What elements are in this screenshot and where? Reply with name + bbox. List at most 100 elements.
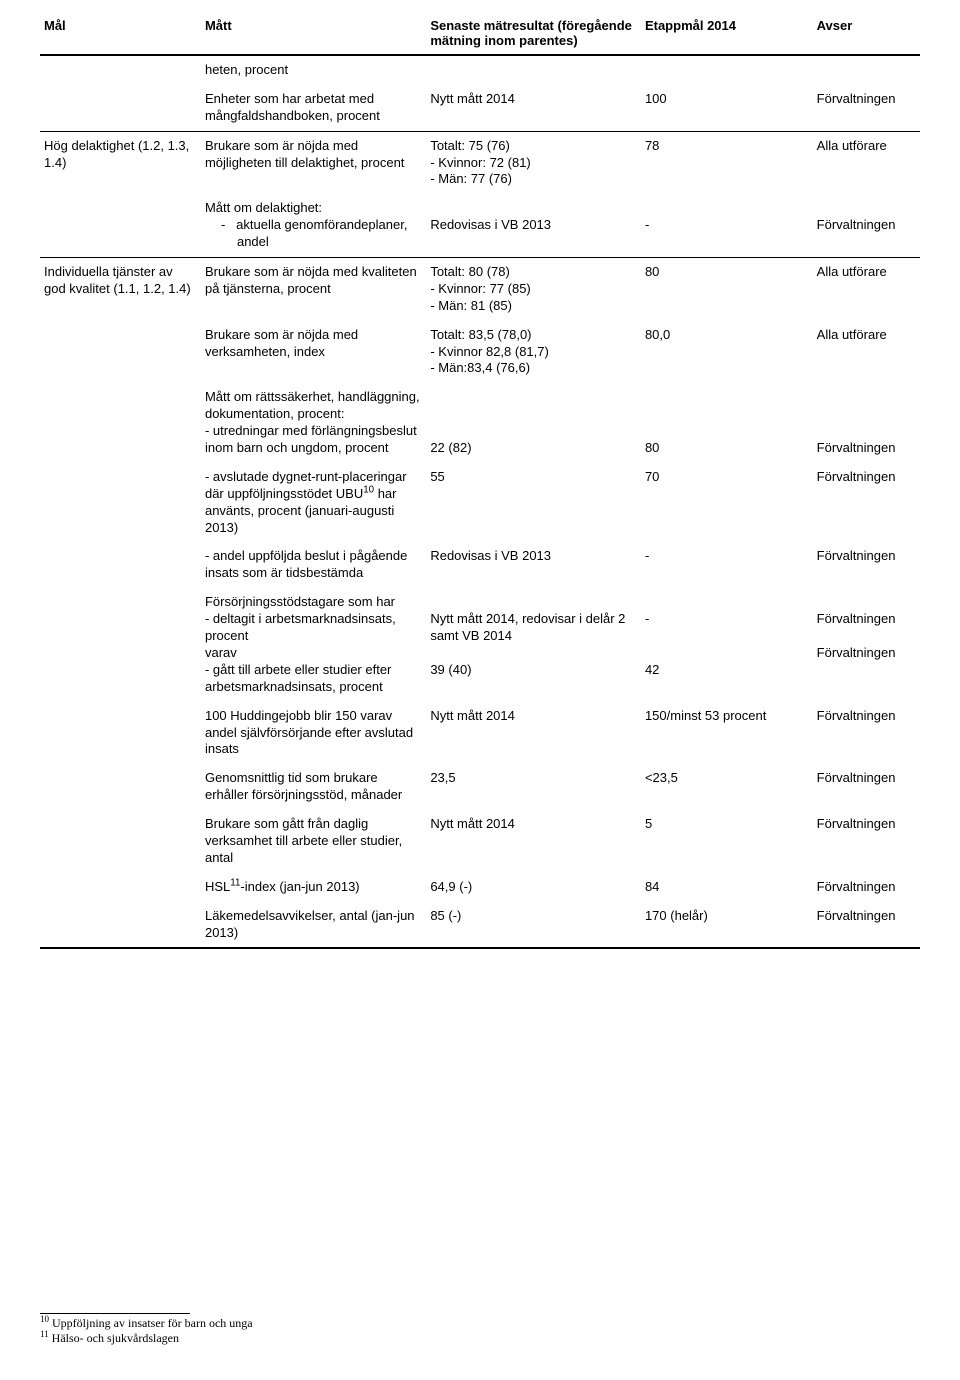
cell-mal: <23,5 xyxy=(641,764,813,810)
mal-line: - xyxy=(645,611,649,626)
col-matt: Mått xyxy=(201,18,426,55)
cell-matt: Brukare som är nöjda med möjligheten til… xyxy=(201,131,426,194)
cell-res: 64,9 (-) xyxy=(426,873,641,902)
cell-avser: Förvaltningen xyxy=(813,873,920,902)
mal-line: 80 xyxy=(645,440,659,455)
table-row: Hög delaktighet (1.2, 1.3, 1.4) Brukare … xyxy=(40,131,920,194)
cell-matt: Genomsnittlig tid som brukare erhåller f… xyxy=(201,764,426,810)
cell-mal: 80 xyxy=(641,383,813,463)
cell-mal: 70 xyxy=(641,463,813,543)
cell-res: 55 xyxy=(426,463,641,543)
table-row: 100 Huddingejobb blir 150 varav andel sj… xyxy=(40,702,920,765)
table-row: Enheter som har arbetat med mångfaldshan… xyxy=(40,85,920,131)
cell-avser: Alla utförare xyxy=(813,321,920,384)
table-row: Brukare som gått från daglig verksamhet … xyxy=(40,810,920,873)
footnote-num: 10 xyxy=(40,1314,49,1324)
res-line: - Kvinnor: 72 (81) xyxy=(430,155,530,170)
mal-line: - xyxy=(645,217,649,232)
matt-line: - utredningar med förlängningsbeslut ino… xyxy=(205,423,417,455)
cell-res: Nytt mått 2014 xyxy=(426,85,641,131)
res-line: 39 (40) xyxy=(430,662,471,677)
res-line: - Kvinnor 82,8 (81,7) xyxy=(430,344,549,359)
cell-avser: Förvaltningen xyxy=(813,810,920,873)
cell-matt: 100 Huddingejobb blir 150 varav andel sj… xyxy=(201,702,426,765)
footnote-rule xyxy=(40,1313,190,1314)
footnote-num: 11 xyxy=(40,1329,49,1339)
footnote-line: 10 Uppföljning av insatser för barn och … xyxy=(40,1316,253,1331)
cell-avser: Förvaltningen xyxy=(813,463,920,543)
table-row: Läkemedelsavvikelser, antal (jan-jun 201… xyxy=(40,902,920,949)
cell-mal: 80,0 xyxy=(641,321,813,384)
res-line: Totalt: 83,5 (78,0) xyxy=(430,327,531,342)
matt-line: Mått om delaktighet: xyxy=(205,200,322,215)
cell-res: Redovisas i VB 2013 xyxy=(426,542,641,588)
avser-line: Förvaltningen xyxy=(817,645,896,660)
matt-line: - deltagit i arbetsmarknadsinsats, proce… xyxy=(205,611,396,643)
cell-res: Totalt: 83,5 (78,0) - Kvinnor 82,8 (81,7… xyxy=(426,321,641,384)
footnote-ref: 10 xyxy=(363,484,374,495)
cell-avser: Förvaltningen xyxy=(813,764,920,810)
cell-matt: - andel uppföljda beslut i pågående insa… xyxy=(201,542,426,588)
cell-matt: Mått om delaktighet: - aktuella genomför… xyxy=(201,194,426,257)
table-header-row: Mål Mått Senaste mätresultat (föregående… xyxy=(40,18,920,55)
cell-mal: 150/minst 53 procent xyxy=(641,702,813,765)
measures-table: Mål Mått Senaste mätresultat (föregående… xyxy=(40,18,920,949)
cell-res: Nytt mått 2014 xyxy=(426,810,641,873)
cell-res: 23,5 xyxy=(426,764,641,810)
cell-avser: Förvaltningen xyxy=(813,902,920,949)
cell-avser: Förvaltningen Förvaltningen xyxy=(813,588,920,701)
cell-matt: Mått om rättssäkerhet, handläggning, dok… xyxy=(201,383,426,463)
table-row: heten, procent xyxy=(40,55,920,85)
col-avser: Avser xyxy=(813,18,920,55)
res-line: Nytt mått 2014, redovisar i delår 2 samt… xyxy=(430,611,625,643)
cell-mal: - xyxy=(641,542,813,588)
cell-matt: Enheter som har arbetat med mångfaldshan… xyxy=(201,85,426,131)
cell-avser: Förvaltningen xyxy=(813,383,920,463)
matt-subline: - aktuella genomförandeplaner, andel xyxy=(205,217,422,251)
avser-line: Förvaltningen xyxy=(817,611,896,626)
res-line: - Män: 77 (76) xyxy=(430,171,512,186)
cell-matt: Brukare som gått från daglig verksamhet … xyxy=(201,810,426,873)
cell-res: 22 (82) xyxy=(426,383,641,463)
table-row: - avslutade dygnet-runt-placeringar där … xyxy=(40,463,920,543)
cell-matt: HSL11-index (jan-jun 2013) xyxy=(201,873,426,902)
cell-res: Nytt mått 2014, redovisar i delår 2 samt… xyxy=(426,588,641,701)
cell-avser: Förvaltningen xyxy=(813,194,920,257)
res-line: Redovisas i VB 2013 xyxy=(430,217,551,232)
cell-res: 85 (-) xyxy=(426,902,641,949)
cell-avser: Alla utförare xyxy=(813,131,920,194)
cell-mal-label: Hög delaktighet (1.2, 1.3, 1.4) xyxy=(40,131,201,194)
footnote-line: 11 Hälso- och sjukvårdslagen xyxy=(40,1331,253,1346)
table-row: Mått om rättssäkerhet, handläggning, dok… xyxy=(40,383,920,463)
mal-line: 42 xyxy=(645,662,659,677)
cell-avser: Alla utförare xyxy=(813,258,920,321)
table-row: Försörjningsstödstagare som har - deltag… xyxy=(40,588,920,701)
cell-avser: Förvaltningen xyxy=(813,85,920,131)
cell-matt: Läkemedelsavvikelser, antal (jan-jun 201… xyxy=(201,902,426,949)
cell-mal: - xyxy=(641,194,813,257)
footnote-text: Uppföljning av insatser för barn och ung… xyxy=(49,1316,253,1330)
cell-mal: 5 xyxy=(641,810,813,873)
col-etappmal: Etappmål 2014 xyxy=(641,18,813,55)
matt-subline-text: aktuella genomförandeplaner, andel xyxy=(236,217,407,249)
footnotes: 10 Uppföljning av insatser för barn och … xyxy=(40,1313,253,1346)
cell-matt: Brukare som är nöjda med verksamheten, i… xyxy=(201,321,426,384)
cell-mal: 78 xyxy=(641,131,813,194)
cell-mal-label: Individuella tjänster av god kvalitet (1… xyxy=(40,258,201,321)
table-row: Genomsnittlig tid som brukare erhåller f… xyxy=(40,764,920,810)
matt-line: -index (jan-jun 2013) xyxy=(240,879,359,894)
cell-mal: 80 xyxy=(641,258,813,321)
cell-mal: - 42 xyxy=(641,588,813,701)
res-line: - Män:83,4 (76,6) xyxy=(430,360,530,375)
matt-line: Mått om rättssäkerhet, handläggning, dok… xyxy=(205,389,420,421)
cell-res: Totalt: 75 (76) - Kvinnor: 72 (81) - Män… xyxy=(426,131,641,194)
col-mal: Mål xyxy=(40,18,201,55)
cell-matt: Försörjningsstödstagare som har - deltag… xyxy=(201,588,426,701)
res-line: 22 (82) xyxy=(430,440,471,455)
cell-mal: 84 xyxy=(641,873,813,902)
res-line: - Män: 81 (85) xyxy=(430,298,512,313)
table-row: HSL11-index (jan-jun 2013) 64,9 (-) 84 F… xyxy=(40,873,920,902)
footnote-ref: 11 xyxy=(230,877,240,888)
cell-res: Nytt mått 2014 xyxy=(426,702,641,765)
res-line: Totalt: 80 (78) xyxy=(430,264,510,279)
